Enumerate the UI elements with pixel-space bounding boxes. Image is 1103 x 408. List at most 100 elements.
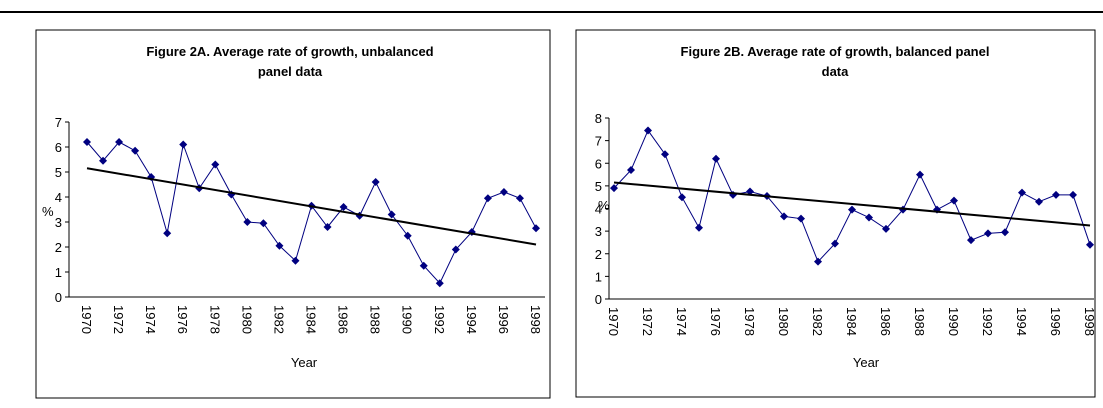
point-marker [179,140,188,149]
point-marker [435,279,444,288]
point-marker [916,170,924,179]
point-marker [661,150,669,159]
x-tick-label: 1972 [111,305,126,334]
chart-title: Figure 2A. Average rate of growth, unbal… [146,44,433,59]
point-marker [403,231,412,240]
point-marker [291,256,300,265]
point-marker [644,126,652,135]
x-tick-label: 1978 [742,307,757,336]
x-axis-label: Year [853,355,880,370]
point-marker [419,261,428,270]
point-marker [1069,190,1077,199]
point-marker [243,218,252,226]
chart-frame [35,29,551,399]
x-tick-label: 1980 [239,305,254,334]
y-tick-label: 5 [595,179,602,194]
x-tick-label: 1998 [528,305,543,334]
y-tick-label: 1 [55,265,62,280]
trend-line [613,181,1091,227]
y-tick-label: 5 [55,165,62,180]
point-marker [746,187,754,196]
x-tick-label: 1990 [400,305,415,334]
point-marker [967,236,975,245]
x-tick-label: 1992 [432,305,447,334]
point-marker [848,205,856,214]
point-marker [712,154,720,163]
point-marker [339,203,348,211]
point-marker [1001,228,1009,237]
point-marker [831,239,839,248]
y-tick-label: 2 [595,247,602,262]
x-tick-label: 1972 [640,307,655,336]
series-line [86,141,537,285]
x-tick-label: 1994 [464,305,479,334]
point-marker [515,194,524,203]
y-tick-label: 3 [595,224,602,239]
x-tick-label: 1982 [810,307,825,336]
y-tick-label: 2 [55,240,62,255]
point-marker [387,210,396,219]
y-tick-label: 4 [55,190,62,205]
y-tick-label: 8 [595,111,602,126]
x-tick-label: 1976 [175,305,190,334]
point-marker [483,194,492,203]
point-marker [1035,197,1043,206]
point-marker [984,229,992,238]
x-tick-label: 1980 [776,307,791,336]
chart-title: panel data [258,64,323,79]
point-marker [532,224,540,233]
y-tick-label: 6 [595,156,602,171]
x-tick-label: 1990 [946,307,961,336]
x-tick-label: 1970 [606,307,621,336]
point-marker [678,193,686,202]
point-marker [1086,240,1094,249]
point-marker [211,160,220,169]
x-tick-label: 1988 [368,305,383,334]
x-tick-label: 1984 [844,307,859,336]
chart: Figure 2B. Average rate of growth, balan… [575,29,1097,398]
chart-title: Figure 2B. Average rate of growth, balan… [681,44,990,59]
point-marker [780,212,788,221]
y-tick-label: 7 [55,115,62,130]
point-marker [131,146,140,155]
y-tick-label: 0 [55,290,62,305]
point-marker [275,241,284,250]
x-tick-label: 1986 [336,305,351,334]
point-marker [259,219,268,228]
x-tick-label: 1970 [79,305,94,334]
point-marker [99,156,108,165]
point-marker [695,223,703,232]
point-marker [814,257,822,266]
point-marker [1018,188,1026,197]
x-tick-label: 1982 [271,305,286,334]
chart-title: data [822,64,850,79]
x-tick-label: 1984 [304,305,319,334]
x-tick-label: 1974 [143,305,158,334]
point-marker [950,196,958,205]
y-tick-label: 6 [55,140,62,155]
y-tick-label: 3 [55,215,62,230]
point-marker [371,178,380,186]
y-tick-label: 4 [595,202,602,217]
chart: Figure 2A. Average rate of growth, unbal… [35,29,551,399]
chart-frame [575,29,1096,398]
x-tick-label: 1992 [980,307,995,336]
x-tick-label: 1994 [1014,307,1029,336]
point-marker [865,213,873,222]
x-tick-label: 1976 [708,307,723,336]
point-marker [610,184,618,193]
point-marker [1052,190,1060,199]
y-tick-label: 7 [595,134,602,149]
y-tick-label: 0 [595,292,602,307]
x-tick-label: 1996 [496,305,511,334]
x-tick-label: 1978 [207,305,222,334]
point-marker [882,224,890,233]
series-line [613,129,1091,263]
x-tick-label: 1988 [912,307,927,336]
x-tick-label: 1998 [1082,307,1097,336]
point-marker [323,223,332,231]
point-marker [627,166,635,175]
x-tick-label: 1974 [674,307,689,336]
point-marker [499,188,508,196]
